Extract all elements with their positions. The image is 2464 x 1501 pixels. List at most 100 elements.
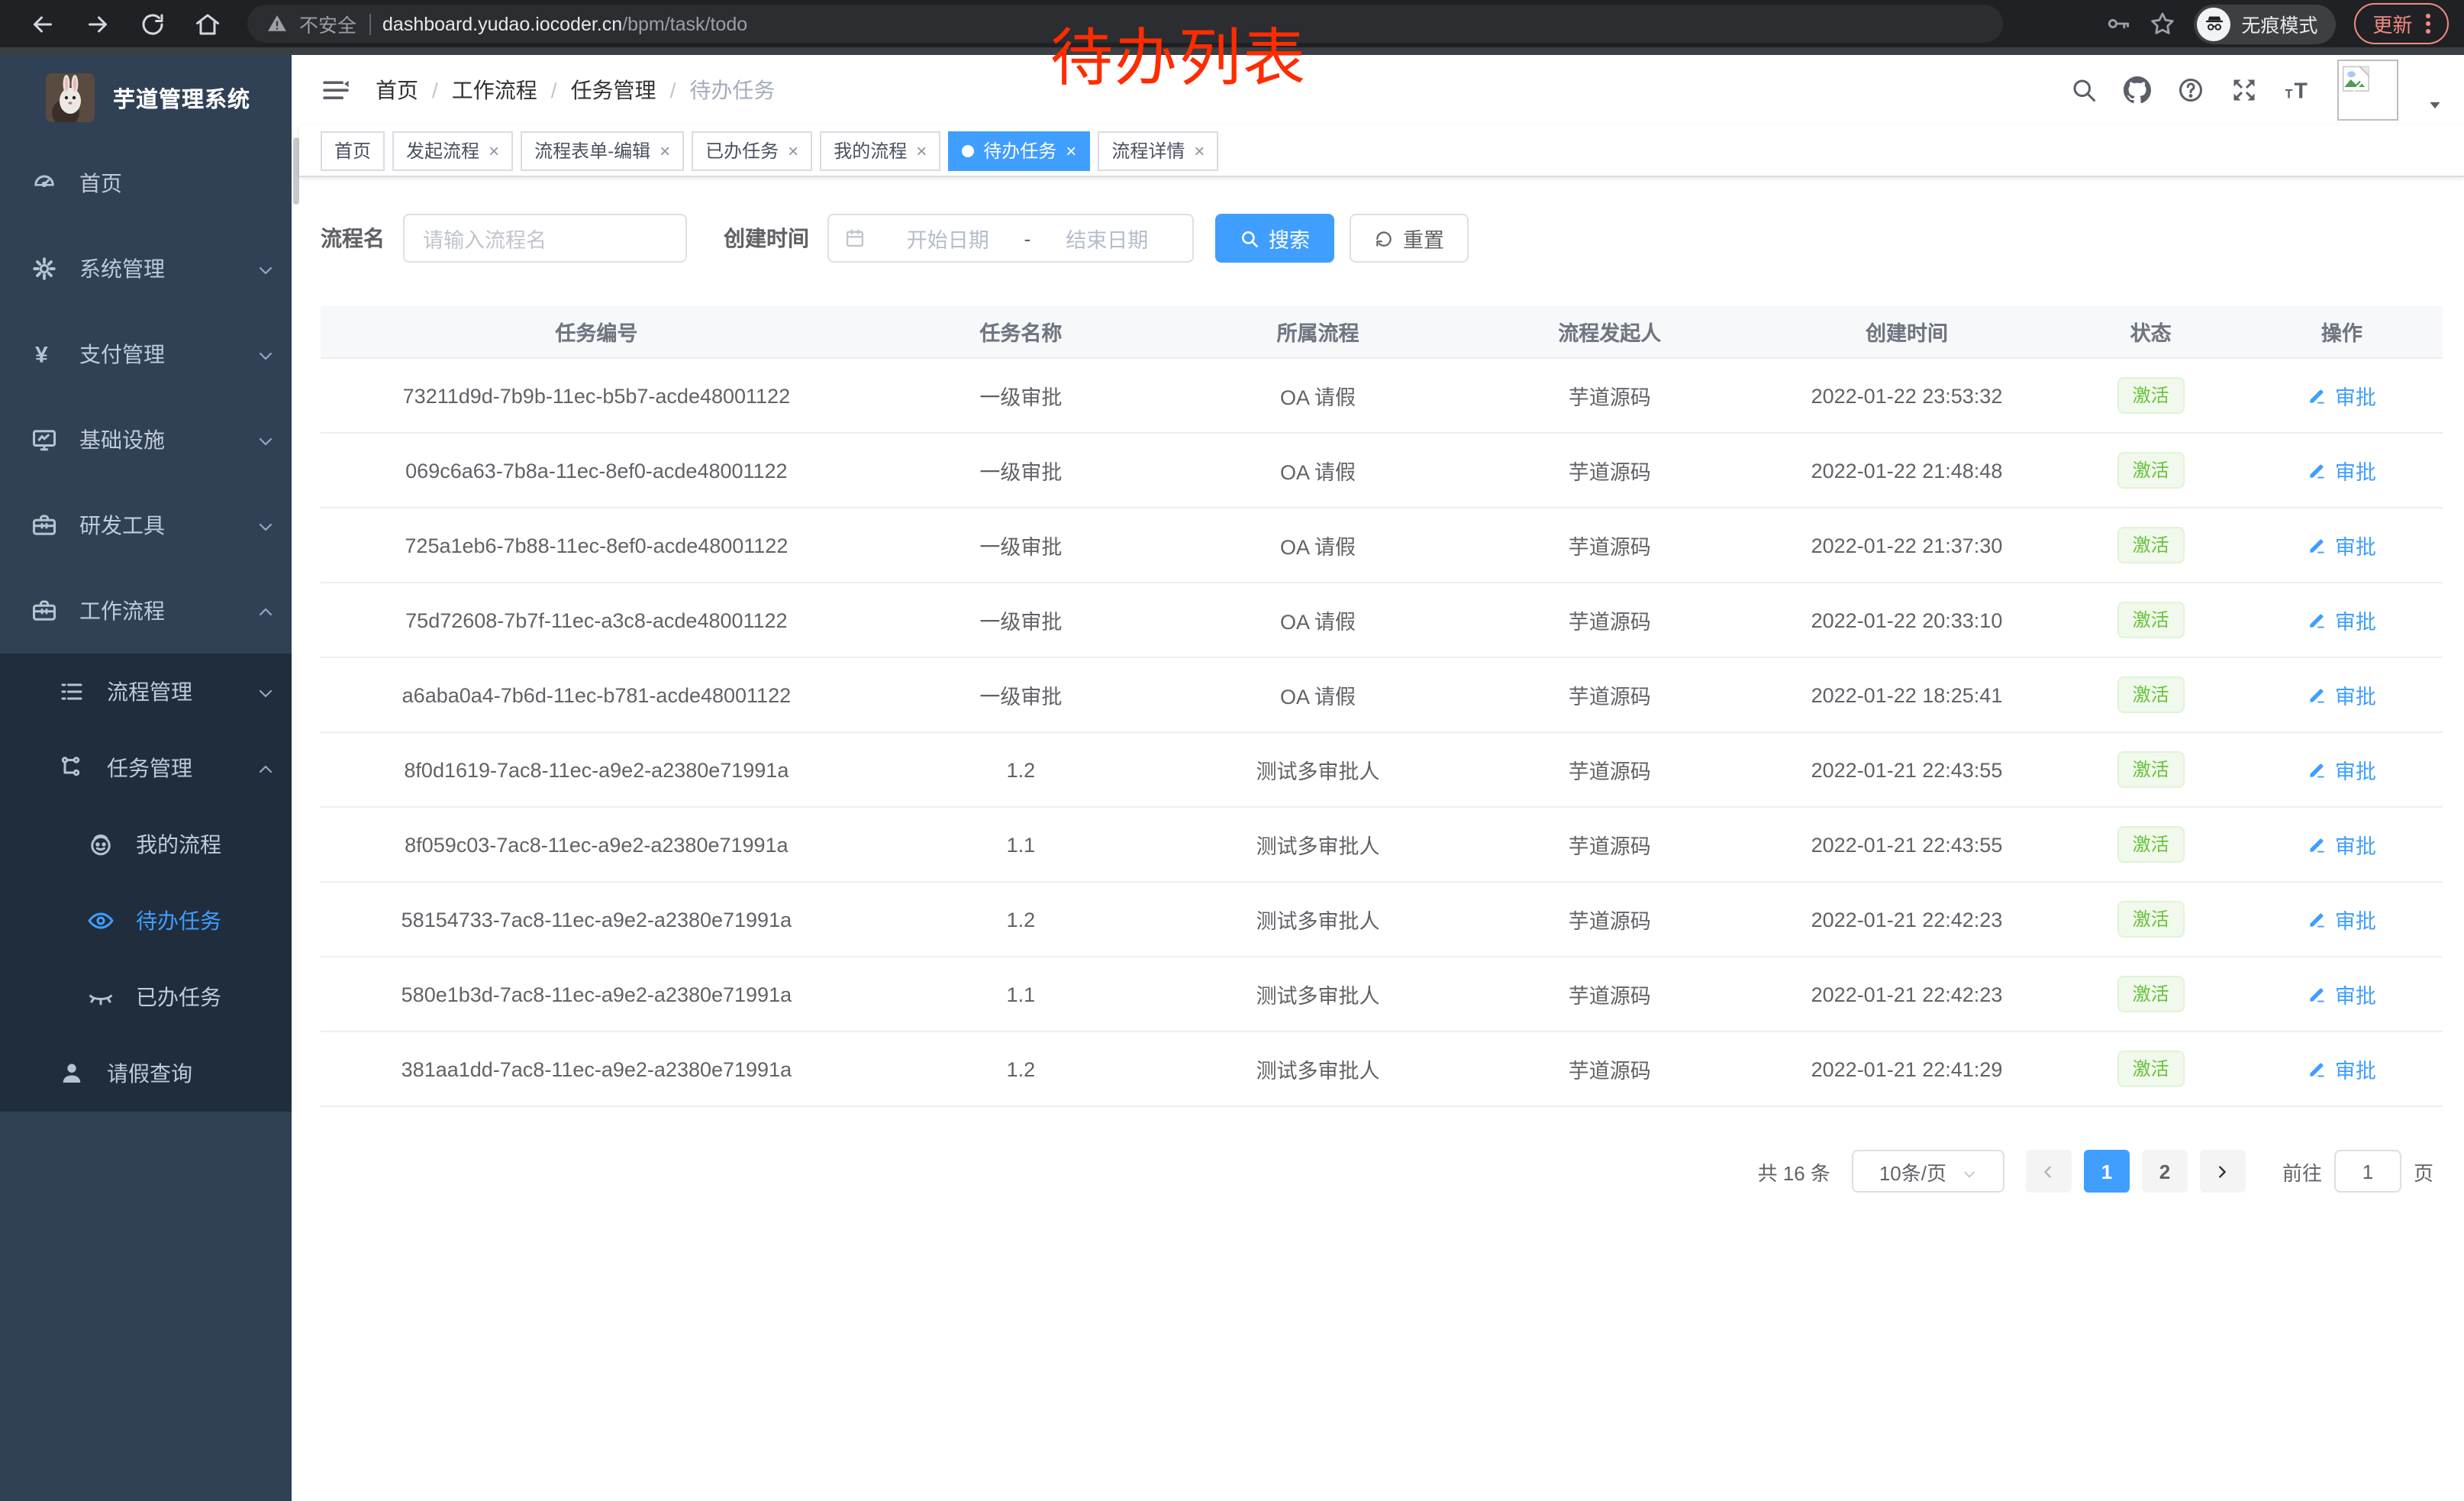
status-badge: 激活 — [2117, 976, 2185, 1012]
back-icon[interactable] — [29, 10, 56, 37]
sidebar-item-任务管理[interactable]: 任务管理 — [0, 730, 299, 806]
status-badge: 激活 — [2117, 751, 2185, 788]
avatar[interactable] — [2337, 60, 2398, 121]
approve-link[interactable]: 审批 — [2308, 979, 2376, 1009]
tab-首页[interactable]: 首页 — [321, 131, 385, 170]
cell: 一级审批 — [979, 536, 1063, 559]
reload-icon[interactable] — [139, 10, 166, 37]
chevron-down-icon — [256, 260, 275, 278]
prev-page-button[interactable] — [2025, 1150, 2072, 1193]
close-tab-icon[interactable]: × — [660, 140, 671, 161]
help-icon[interactable] — [2177, 76, 2204, 104]
approve-link[interactable]: 审批 — [2308, 380, 2376, 411]
tab-待办任务[interactable]: 待办任务 × — [948, 131, 1091, 170]
page-button-1[interactable]: 1 — [2083, 1150, 2130, 1193]
breadcrumb-item[interactable]: 任务管理 — [570, 78, 656, 102]
sidebar-item-工作流程[interactable]: 工作流程 — [0, 568, 299, 654]
range-separator: - — [1024, 227, 1031, 250]
avatar-caret-icon[interactable] — [2427, 93, 2443, 109]
cell: 芋道源码 — [1568, 985, 1651, 1008]
forward-icon[interactable] — [84, 10, 111, 37]
pen-icon — [2308, 834, 2327, 854]
sidebar-item-待办任务[interactable]: 待办任务 — [0, 883, 299, 959]
url-text: dashboard.yudao.iocoder.cn/bpm/task/todo — [382, 13, 748, 34]
browser-menu-icon[interactable] — [2426, 13, 2430, 34]
reset-button[interactable]: 重置 — [1350, 214, 1469, 263]
cell: OA 请假 — [1280, 611, 1356, 634]
breadcrumb-item: 待办任务 — [689, 78, 776, 102]
page-size-select[interactable]: 10条/页 — [1851, 1150, 2004, 1193]
breadcrumb-item[interactable]: 首页 — [376, 78, 418, 102]
collapse-sidebar-icon[interactable] — [321, 75, 351, 105]
sidebar-item-label: 待办任务 — [136, 909, 221, 933]
home-icon[interactable] — [194, 10, 221, 37]
tab-已办任务[interactable]: 已办任务 × — [692, 131, 813, 170]
cell: a6aba0a4-7b6d-11ec-b781-acde48001122 — [402, 683, 792, 706]
breadcrumb-item[interactable]: 工作流程 — [451, 78, 537, 102]
status-badge: 激活 — [2117, 452, 2185, 489]
tab-我的流程[interactable]: 我的流程 × — [820, 131, 941, 170]
github-icon[interactable] — [2124, 76, 2151, 104]
close-tab-icon[interactable]: × — [916, 140, 927, 161]
close-tab-icon[interactable]: × — [1194, 140, 1205, 161]
sidebar-item-研发工具[interactable]: 研发工具 — [0, 483, 299, 568]
pen-icon — [2308, 535, 2327, 555]
search-button[interactable]: 搜索 — [1215, 214, 1334, 263]
cell: 2022-01-22 21:48:48 — [1811, 459, 2003, 482]
sidebar-item-系统管理[interactable]: 系统管理 — [0, 226, 299, 311]
goto-page-input[interactable] — [2333, 1150, 2401, 1193]
approve-link[interactable]: 审批 — [2308, 1054, 2376, 1084]
page-button-2[interactable]: 2 — [2141, 1150, 2188, 1193]
sidebar: 芋道管理系统 首页 系统管理 ¥ 支付管理 基础设施 研发工具 工作流程 流程管理 任务管理我的… — [0, 55, 299, 1501]
close-tab-icon[interactable]: × — [1066, 140, 1077, 161]
search-icon[interactable] — [2070, 76, 2098, 104]
password-key-icon[interactable] — [2105, 11, 2131, 37]
chevron-down-icon — [256, 683, 275, 701]
cell: OA 请假 — [1280, 686, 1356, 709]
table-row: a6aba0a4-7b6d-11ec-b781-acde48001122 一级审批… — [321, 658, 2443, 733]
sidebar-item-流程管理[interactable]: 流程管理 — [0, 654, 299, 730]
approve-link[interactable]: 审批 — [2308, 754, 2376, 785]
approve-link[interactable]: 审批 — [2308, 605, 2376, 635]
next-page-button[interactable] — [2199, 1150, 2246, 1193]
sidebar-item-支付管理[interactable]: ¥ 支付管理 — [0, 311, 299, 397]
process-name-input[interactable]: 请输入流程名 — [403, 214, 687, 263]
incognito-badge: 无痕模式 — [2194, 4, 2337, 44]
close-tab-icon[interactable]: × — [489, 140, 500, 161]
bookmark-star-icon[interactable] — [2150, 11, 2175, 37]
fullscreen-icon[interactable] — [2230, 76, 2258, 104]
sidebar-item-我的流程[interactable]: 我的流程 — [0, 806, 299, 883]
sidebar-item-已办任务[interactable]: 已办任务 — [0, 959, 299, 1035]
pen-icon — [2308, 386, 2327, 405]
chevron-down-icon — [256, 345, 275, 363]
sidebar-item-label: 请假查询 — [107, 1061, 192, 1086]
filter-form: 流程名 请输入流程名 创建时间 开始日期 - 结束日期 搜索 重置 — [299, 177, 2464, 263]
approve-link[interactable]: 审批 — [2308, 829, 2376, 860]
chevron-down-icon — [256, 431, 275, 449]
approve-link[interactable]: 审批 — [2308, 530, 2376, 560]
close-tab-icon[interactable]: × — [788, 140, 799, 161]
approve-link[interactable]: 审批 — [2308, 904, 2376, 934]
sidebar-item-首页[interactable]: 首页 — [0, 140, 299, 226]
goto-suffix: 页 — [2413, 1161, 2433, 1184]
sidebar-item-请假查询[interactable]: 请假查询 — [0, 1035, 299, 1112]
tab-流程详情[interactable]: 流程详情 × — [1098, 131, 1219, 170]
pen-icon — [2308, 1059, 2327, 1079]
sidebar-scrollbar[interactable] — [292, 55, 299, 1501]
yen-icon: ¥ — [31, 341, 58, 368]
sidebar-item-label: 我的流程 — [136, 832, 221, 857]
address-bar[interactable]: 不安全 dashboard.yudao.iocoder.cn/bpm/task/… — [247, 5, 2003, 43]
update-button[interactable]: 更新 — [2354, 3, 2449, 44]
sidebar-item-基础设施[interactable]: 基础设施 — [0, 397, 299, 483]
approve-link[interactable]: 审批 — [2308, 455, 2376, 486]
tab-label: 发起流程 — [406, 140, 480, 162]
date-range-picker[interactable]: 开始日期 - 结束日期 — [827, 214, 1194, 263]
page-size-value: 10条/页 — [1879, 1161, 1946, 1184]
approve-link[interactable]: 审批 — [2308, 679, 2376, 710]
svg-text:¥: ¥ — [35, 343, 48, 368]
scrollbar-thumb[interactable] — [292, 137, 298, 205]
app-logo-row[interactable]: 芋道管理系统 — [0, 55, 299, 140]
tab-发起流程[interactable]: 发起流程 × — [392, 131, 514, 170]
tab-流程表单-编辑[interactable]: 流程表单-编辑 × — [521, 131, 685, 170]
